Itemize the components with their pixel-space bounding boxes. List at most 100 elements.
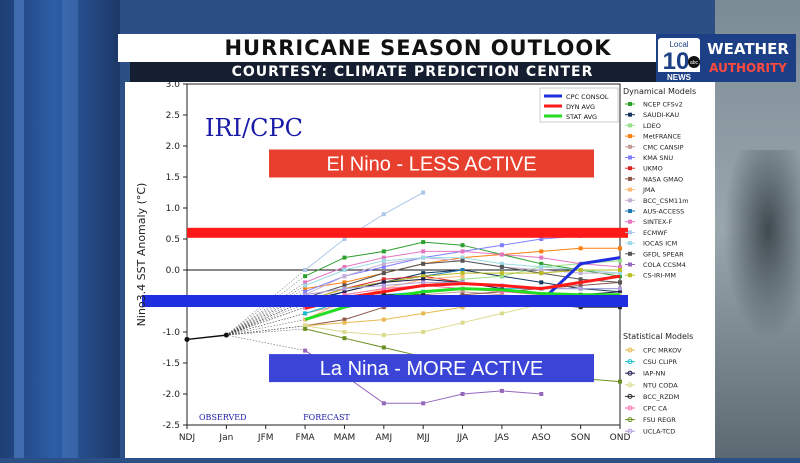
model-marker bbox=[539, 392, 544, 396]
model-line bbox=[304, 192, 424, 271]
model-marker bbox=[421, 261, 426, 266]
model-marker bbox=[618, 246, 622, 251]
legend-label: FSU REGR bbox=[643, 416, 676, 424]
legend-label: UCLA-TCD bbox=[643, 428, 675, 436]
model-marker bbox=[618, 271, 622, 276]
x-tick-label: MJJ bbox=[417, 433, 430, 443]
logo-local-text: Local bbox=[669, 40, 688, 49]
model-marker bbox=[381, 249, 386, 254]
model-marker bbox=[303, 268, 308, 272]
legend-label: GFDL SPEAR bbox=[643, 250, 684, 258]
forecast-label: FORECAST bbox=[303, 413, 350, 422]
model-marker bbox=[381, 286, 386, 291]
model-marker bbox=[421, 277, 426, 282]
model-marker bbox=[381, 261, 386, 266]
legend-statistical-title: Statistical Models bbox=[623, 332, 693, 341]
model-marker bbox=[618, 264, 622, 269]
model-marker bbox=[421, 401, 426, 406]
y-tick-label: 1.0 bbox=[166, 204, 181, 214]
x-tick-label: MAM bbox=[334, 433, 356, 443]
y-tick-label: 2.0 bbox=[166, 142, 181, 152]
legend-swatch-marker bbox=[628, 241, 632, 246]
title-bar: HURRICANE SEASON OUTLOOK bbox=[118, 34, 718, 62]
x-tick-label: AMJ bbox=[376, 433, 393, 443]
legend-label: SAUDI-KAU bbox=[643, 111, 679, 119]
model-marker bbox=[578, 268, 583, 272]
background-stripe bbox=[62, 0, 78, 458]
y-tick-label: -2.5 bbox=[162, 421, 180, 431]
model-marker bbox=[342, 320, 347, 325]
subtitle-bar: COURTESY: CLIMATE PREDICTION CENTER bbox=[130, 62, 695, 82]
average-line bbox=[540, 256, 621, 303]
model-marker bbox=[499, 243, 504, 248]
model-marker bbox=[460, 249, 465, 254]
legend-swatch-marker bbox=[627, 382, 633, 388]
model-marker bbox=[460, 274, 465, 279]
model-marker bbox=[381, 280, 386, 285]
model-marker bbox=[303, 280, 308, 285]
legend-label: CPC CA bbox=[643, 405, 668, 413]
y-axis-label: Nino3.4 SST Anomaly (°C) bbox=[135, 183, 148, 327]
model-marker bbox=[499, 311, 504, 316]
legend-swatch-marker bbox=[628, 273, 632, 278]
abc-badge bbox=[688, 56, 700, 68]
model-marker bbox=[342, 289, 347, 294]
model-marker bbox=[539, 249, 544, 254]
legend-swatch-marker bbox=[628, 123, 632, 128]
legend-swatch-marker bbox=[628, 251, 632, 256]
legend-dynamical-title: Dynamical Models bbox=[623, 87, 696, 96]
model-marker bbox=[578, 246, 583, 251]
model-marker bbox=[342, 237, 347, 241]
legend-label: CMC CANSIP bbox=[643, 143, 684, 151]
y-tick-label: 3.0 bbox=[166, 82, 181, 90]
legend-label: COLA CCSM4 bbox=[643, 261, 686, 269]
model-marker bbox=[421, 280, 426, 285]
connector-dotted-line bbox=[226, 285, 306, 336]
model-marker bbox=[303, 348, 308, 353]
legend-swatch-marker bbox=[627, 370, 633, 376]
model-marker bbox=[342, 283, 347, 288]
model-marker bbox=[618, 258, 622, 263]
x-tick-label: OND bbox=[610, 433, 631, 443]
model-marker bbox=[578, 271, 583, 276]
y-tick-label: 0.0 bbox=[166, 266, 181, 276]
logo-number-text: 10 bbox=[663, 48, 690, 75]
model-marker bbox=[578, 283, 583, 288]
el-nino-banner-text: El Nino - LESS ACTIVE bbox=[326, 154, 536, 176]
legend-label: CPC MRKOV bbox=[643, 347, 682, 355]
model-marker bbox=[539, 237, 544, 241]
legend-label: MetFRANCE bbox=[643, 133, 681, 141]
legend-label: BCC_RZDM bbox=[643, 393, 679, 401]
model-marker bbox=[578, 305, 583, 310]
legend-swatch-marker bbox=[628, 155, 632, 160]
model-marker bbox=[460, 255, 465, 260]
legend-swatch-marker bbox=[627, 347, 633, 353]
model-marker bbox=[460, 277, 465, 282]
y-tick-label: 1.5 bbox=[166, 173, 180, 183]
model-marker bbox=[342, 268, 347, 272]
model-marker bbox=[460, 243, 465, 248]
x-tick-label: ASO bbox=[532, 433, 551, 443]
model-marker bbox=[618, 286, 622, 291]
la-nina-threshold-bar bbox=[142, 295, 628, 307]
model-marker bbox=[381, 401, 386, 406]
model-marker bbox=[460, 305, 465, 310]
model-marker bbox=[618, 305, 622, 310]
station-logo: Local 10 abc NEWS WEATHER AUTHORITY bbox=[656, 34, 796, 82]
x-tick-label: JFM bbox=[257, 433, 274, 443]
model-marker bbox=[381, 333, 386, 338]
legend-label: KMA SNU bbox=[643, 154, 673, 162]
legend-label: IOCAS ICM bbox=[643, 240, 677, 248]
connector-dotted-line bbox=[226, 334, 306, 351]
model-marker bbox=[342, 280, 347, 285]
el-nino-threshold-bar bbox=[187, 227, 628, 238]
model-marker bbox=[539, 261, 544, 266]
model-marker bbox=[303, 283, 308, 288]
legend-swatch-marker bbox=[628, 187, 632, 192]
legend-swatch-marker bbox=[628, 219, 632, 224]
chart-panel: 3.02.52.01.51.00.50.0-0.5-1.0-1.5-2.0-2.… bbox=[125, 80, 715, 458]
model-marker bbox=[539, 255, 544, 260]
model-marker bbox=[460, 289, 465, 294]
logo-abc-text: abc bbox=[690, 60, 699, 66]
model-marker bbox=[342, 264, 347, 269]
